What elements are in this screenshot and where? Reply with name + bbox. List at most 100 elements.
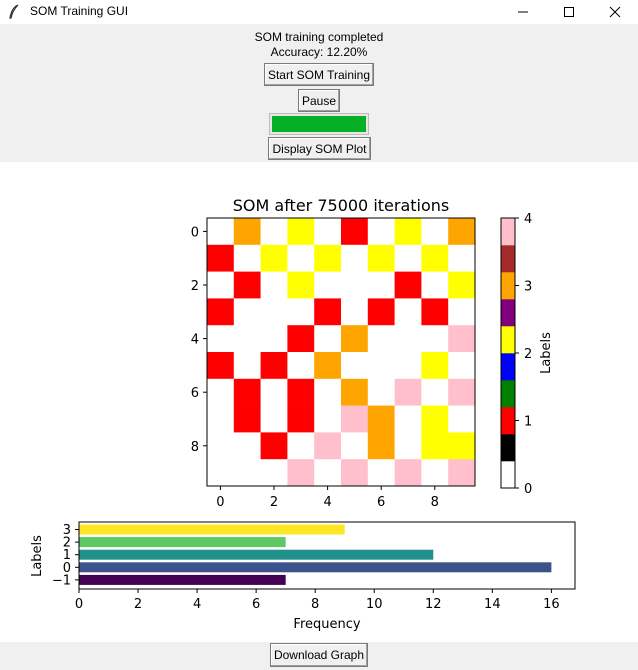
heatmap-cell (314, 432, 342, 460)
download-graph-button[interactable]: Download Graph (270, 643, 368, 667)
heatmap-y-ticks: 0 2 4 6 8 (191, 225, 199, 454)
heatmap-cell (314, 218, 342, 246)
minimize-icon (518, 11, 528, 13)
colorbar-tick: 4 (524, 212, 532, 227)
colorbar-segment (501, 407, 515, 435)
heatmap-cell (233, 405, 261, 433)
heatmap-cell (421, 352, 449, 380)
heatmap-x-tick: 0 (216, 495, 224, 510)
heatmap-cell (260, 459, 288, 487)
heatmap-cell (421, 432, 449, 460)
heatmap-cell (287, 459, 315, 487)
heatmap-y-tick: 4 (191, 333, 199, 348)
bar-chart-ylabel: Labels (30, 535, 45, 577)
heatmap-cell (367, 325, 395, 353)
heatmap-cell (207, 244, 235, 272)
heatmap-cell (287, 218, 315, 246)
bar-category-label: 0 (63, 561, 71, 576)
heatmap-cell (421, 218, 449, 246)
progress-fill (272, 116, 366, 132)
heatmap-cell (367, 378, 395, 406)
heatmap-cell (314, 378, 342, 406)
heatmap-y-tick: 2 (191, 279, 199, 294)
heatmap-cell (341, 405, 369, 433)
heatmap-cell (341, 218, 369, 246)
heatmap-cell (260, 378, 288, 406)
colorbar-segment (501, 299, 515, 327)
display-plot-button[interactable]: Display SOM Plot (268, 137, 371, 160)
heatmap-cell (260, 325, 288, 353)
heatmap-cell (341, 244, 369, 272)
heatmap-cell (207, 271, 235, 299)
heatmap-cell (448, 244, 476, 272)
heatmap-cell (260, 218, 288, 246)
heatmap-x-tick: 8 (431, 495, 439, 510)
colorbar-segment (501, 326, 515, 354)
bar-chart-x-ticks: 0 2 4 6 8 10 12 14 16 (75, 597, 560, 612)
heatmap-cell (287, 352, 315, 380)
heatmap-cell (367, 459, 395, 487)
heatmap-cell (314, 271, 342, 299)
status-message: SOM training completed (254, 30, 384, 44)
bar-category-label: 2 (63, 536, 71, 551)
heatmap-cell (341, 325, 369, 353)
colorbar-segment (501, 434, 515, 462)
heatmap-cell (394, 378, 422, 406)
heatmap-cell (394, 298, 422, 326)
colorbar-ticks: 0 1 2 3 4 (524, 212, 532, 497)
heatmap-cell (367, 432, 395, 460)
heatmap-cell (367, 218, 395, 246)
heatmap-cell (367, 352, 395, 380)
colorbar-label: Labels (539, 332, 554, 374)
colorbar-segment (501, 272, 515, 300)
bar (79, 549, 434, 560)
heatmap-cell (448, 271, 476, 299)
bar-chart-frame (78, 521, 576, 590)
plot-figure: SOM after 75000 iterations 0 2 4 6 8 0 2… (30, 196, 576, 632)
bar-chart-y-ticks: 3 2 1 0 −1 (52, 523, 71, 588)
heatmap-cell (421, 325, 449, 353)
colorbar-segment (501, 218, 515, 246)
heatmap-cell (421, 405, 449, 433)
heatmap-cell (233, 378, 261, 406)
close-button[interactable] (592, 0, 638, 24)
heatmap-cell (394, 352, 422, 380)
heatmap-frame (206, 217, 476, 487)
heatmap-cell (341, 459, 369, 487)
heatmap-cell (207, 218, 235, 246)
bar (79, 537, 286, 548)
heatmap-x-tick: 2 (270, 495, 278, 510)
colorbar-tick: 3 (524, 280, 532, 295)
heatmap-cell (394, 218, 422, 246)
heatmap-cell (421, 378, 449, 406)
heatmap-cells (207, 218, 476, 487)
heatmap-cell (260, 405, 288, 433)
colorbar-tick-marks (515, 217, 519, 489)
feather-icon (9, 4, 19, 19)
colorbar-tick: 2 (524, 347, 532, 362)
heatmap-cell (260, 432, 288, 460)
bar-category-label: −1 (52, 573, 71, 588)
heatmap-cell (233, 325, 261, 353)
bar (79, 574, 286, 585)
colorbar (501, 218, 515, 489)
heatmap-cell (394, 459, 422, 487)
heatmap-cell (394, 405, 422, 433)
heatmap-cell (367, 298, 395, 326)
heatmap-cell (421, 271, 449, 299)
heatmap-cell (233, 271, 261, 299)
heatmap-cell (260, 298, 288, 326)
heatmap-cell (287, 432, 315, 460)
heatmap-cell (394, 325, 422, 353)
maximize-button[interactable] (546, 0, 592, 24)
heatmap-cell (287, 405, 315, 433)
pause-button[interactable]: Pause (298, 89, 340, 112)
minimize-button[interactable] (500, 0, 546, 24)
start-training-button[interactable]: Start SOM Training (264, 63, 374, 86)
heatmap-cell (287, 271, 315, 299)
heatmap-cell (367, 271, 395, 299)
heatmap-cell (287, 298, 315, 326)
heatmap-y-tick: 8 (191, 440, 199, 455)
training-progress-bar (269, 113, 369, 135)
heatmap-title: SOM after 75000 iterations (233, 196, 450, 215)
